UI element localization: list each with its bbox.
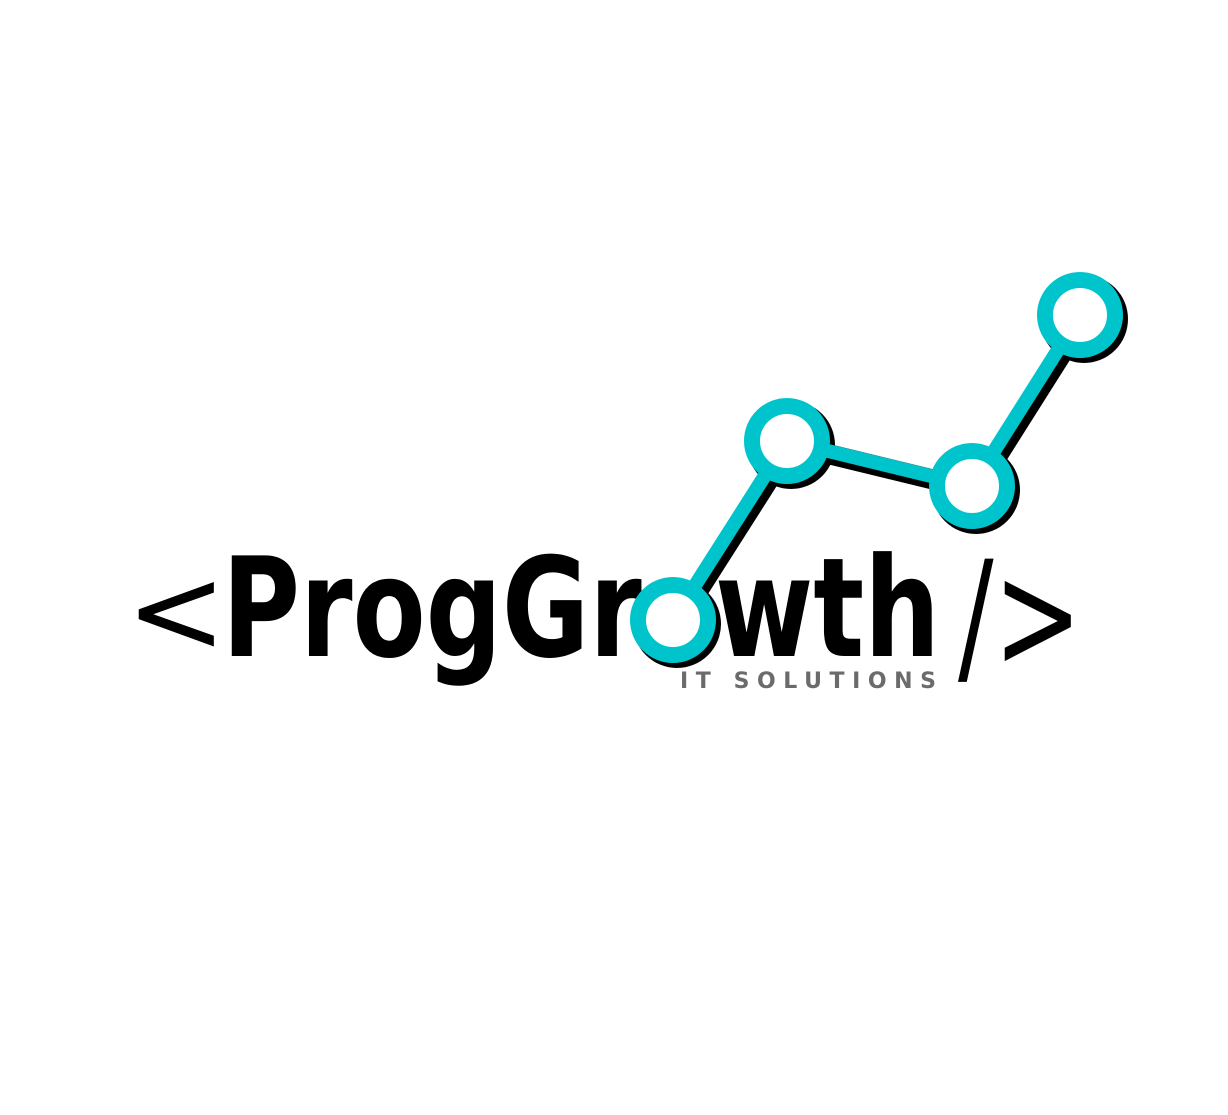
growth-chart-node	[929, 443, 1015, 529]
logo-open-bracket: <	[126, 542, 227, 681]
growth-chart-node	[1037, 272, 1123, 358]
logo-brand-name: ProgGrowth	[222, 528, 940, 689]
growth-chart-icon	[630, 272, 1128, 668]
logo-close-bracket: />	[958, 530, 1082, 704]
growth-chart-line	[666, 308, 1087, 627]
growth-chart-node	[744, 398, 830, 484]
growth-chart-node	[630, 577, 716, 663]
logo-tagline: IT SOLUTIONS	[680, 669, 945, 694]
